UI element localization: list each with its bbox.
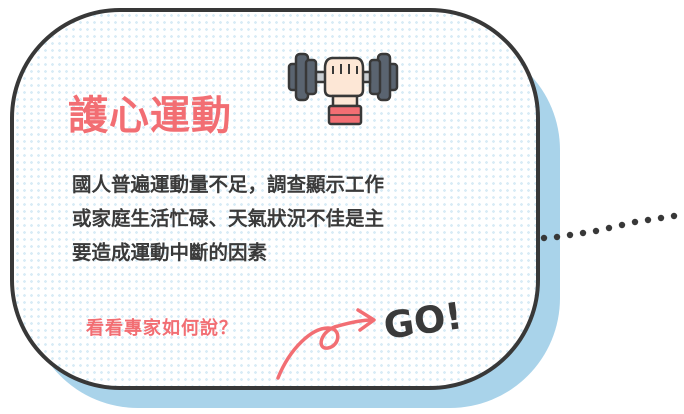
card-title: 護心運動 [68, 93, 232, 139]
info-card [10, 8, 540, 390]
body-line: 國人普遍運動量不足，調查顯示工作 [72, 173, 385, 196]
card-body: 國人普遍運動量不足，調查顯示工作 或家庭生活忙碌、天氣狀況不佳是主 要造成運動中… [72, 168, 492, 270]
expert-link[interactable]: 看看專家如何說？ [86, 318, 238, 339]
curved-arrow-icon [276, 308, 376, 380]
dotted-trail [540, 212, 678, 242]
dumbbell-icon [287, 52, 399, 126]
body-line: 或家庭生活忙碌、天氣狀況不佳是主 [72, 207, 385, 230]
body-line: 要造成運動中斷的因素 [72, 241, 268, 264]
